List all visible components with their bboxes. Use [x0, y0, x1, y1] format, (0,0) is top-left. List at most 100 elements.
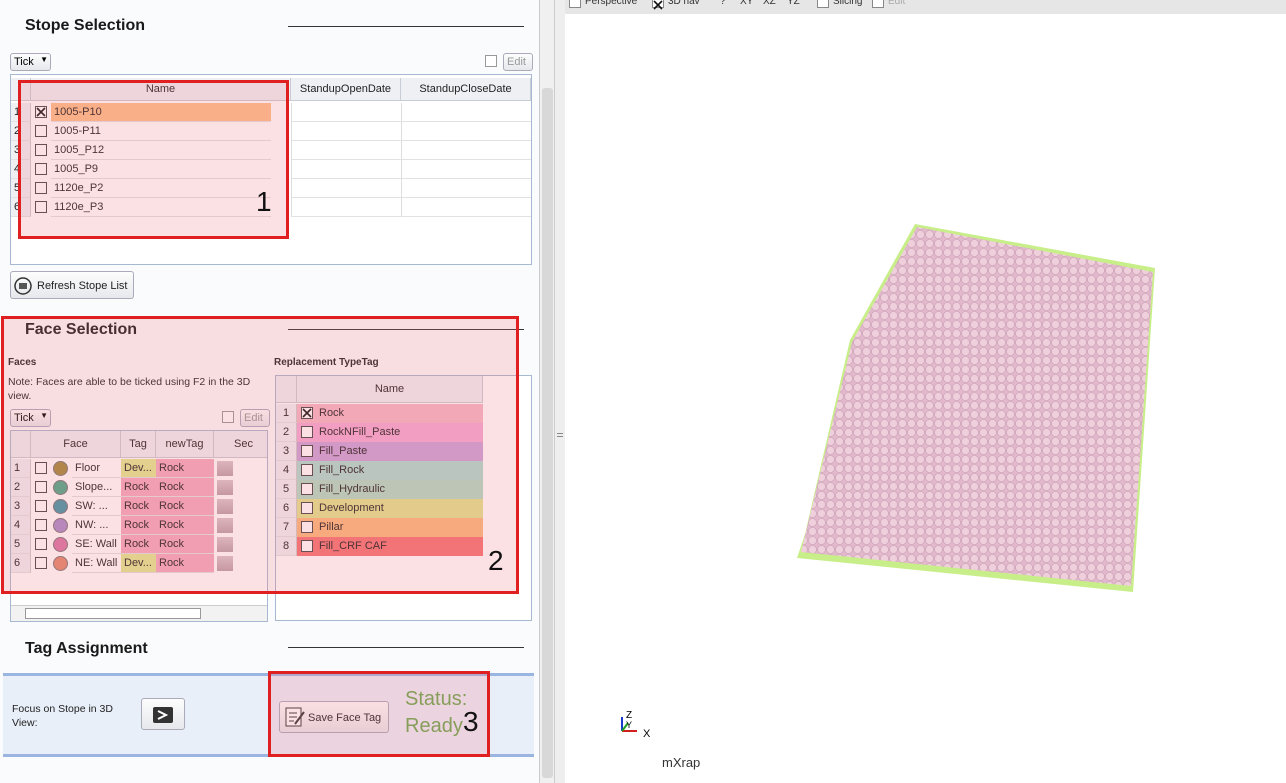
- open-date: [291, 198, 401, 217]
- scrollbar[interactable]: [540, 0, 555, 783]
- annotation-box: [1, 316, 519, 594]
- column-header[interactable]: newTag: [156, 431, 214, 458]
- checkbox[interactable]: [35, 481, 47, 493]
- save-button[interactable]: Save Face Tag: [279, 701, 389, 733]
- row-number: 3: [11, 497, 31, 516]
- toolbar-item[interactable]: ?: [720, 0, 726, 7]
- checkbox[interactable]: [35, 106, 47, 118]
- checkbox[interactable]: [35, 500, 47, 512]
- column-header[interactable]: StandupOpenDate: [291, 78, 401, 101]
- row-number: 6: [11, 198, 31, 217]
- face-name[interactable]: SE: Wall: [72, 535, 121, 554]
- tick-dropdown[interactable]: Tick ▼: [10, 409, 51, 427]
- stope-model[interactable]: [801, 227, 1153, 586]
- column-header[interactable]: Name: [297, 376, 483, 403]
- stope-name[interactable]: 1005-P10: [51, 103, 271, 122]
- toolbar-checkbox[interactable]: [817, 0, 829, 8]
- checkbox[interactable]: [301, 426, 313, 438]
- stope-name[interactable]: 1005_P9: [51, 160, 271, 179]
- status-label: Status:: [405, 688, 468, 710]
- tick-dropdown[interactable]: Tick ▼: [10, 53, 51, 71]
- checkbox[interactable]: [301, 521, 313, 533]
- checkbox[interactable]: [35, 144, 47, 156]
- swatch: [217, 461, 233, 476]
- edit-button[interactable]: Edit: [240, 409, 270, 427]
- column-header[interactable]: Tag: [121, 431, 156, 458]
- checkbox[interactable]: [35, 557, 47, 569]
- checkbox[interactable]: [301, 464, 313, 476]
- focus-icon: [153, 707, 173, 723]
- checkbox[interactable]: [35, 125, 47, 137]
- axis-triad: [621, 717, 637, 732]
- checkbox[interactable]: [301, 407, 313, 419]
- face-name[interactable]: SW: ...: [72, 497, 121, 516]
- checkbox[interactable]: [35, 163, 47, 175]
- stope-name[interactable]: 1120e_P3: [51, 198, 271, 217]
- checkbox[interactable]: [301, 502, 313, 514]
- refresh-label: Refresh Stope List: [37, 280, 128, 292]
- tag-name[interactable]: RockNFill_Paste: [319, 426, 401, 438]
- toolbar-item[interactable]: XY: [740, 0, 754, 7]
- edit-button[interactable]: Edit: [503, 53, 533, 71]
- edit-checkbox[interactable]: [485, 55, 497, 67]
- tag-name[interactable]: Fill_Hydraulic: [319, 483, 386, 495]
- face-name[interactable]: NE: Wall: [72, 554, 121, 573]
- section-title: Tag Assignment: [25, 640, 148, 657]
- edit-checkbox[interactable]: [222, 411, 234, 423]
- checkbox[interactable]: [301, 540, 313, 552]
- row-header: [11, 78, 31, 101]
- toolbar-item[interactable]: 3D nav: [668, 0, 700, 7]
- face-name[interactable]: Floor: [72, 459, 121, 478]
- tag-name[interactable]: Pillar: [319, 521, 344, 533]
- row-fill: [297, 537, 483, 556]
- toolbar-item[interactable]: Perspective: [585, 0, 638, 7]
- new-tag: Rock: [156, 459, 214, 478]
- toolbar-item[interactable]: Edit: [888, 0, 906, 7]
- checkbox[interactable]: [301, 445, 313, 457]
- axis-x: X: [643, 728, 651, 740]
- checkbox[interactable]: [35, 538, 47, 550]
- h-scroll-thumb[interactable]: [25, 608, 201, 619]
- column-header[interactable]: StandupCloseDate: [401, 78, 531, 101]
- toolbar-checkbox[interactable]: [652, 0, 664, 10]
- face-name[interactable]: Slope...: [72, 478, 121, 497]
- toolbar-item[interactable]: YZ: [787, 0, 800, 7]
- row-fill: [297, 423, 483, 442]
- tag-name[interactable]: Fill_Paste: [319, 445, 368, 457]
- open-date: [291, 122, 401, 141]
- faces-label: Faces: [8, 357, 37, 368]
- scroll-thumb[interactable]: [542, 88, 553, 778]
- row-number: 4: [11, 516, 31, 535]
- tick-label: Tick: [14, 56, 34, 68]
- checkbox[interactable]: [35, 201, 47, 213]
- checkbox[interactable]: [35, 182, 47, 194]
- checkbox[interactable]: [35, 519, 47, 531]
- checkbox[interactable]: [35, 462, 47, 474]
- toolbar-item[interactable]: Slicing: [833, 0, 863, 7]
- grip: [557, 436, 563, 437]
- tag-name[interactable]: Rock: [319, 407, 345, 419]
- section-title: Face Selection: [25, 321, 138, 338]
- splitter[interactable]: [555, 0, 565, 783]
- toolbar-checkbox[interactable]: [569, 0, 581, 8]
- close-date: [401, 179, 531, 198]
- row-fill: [297, 404, 483, 423]
- column-header[interactable]: Sec: [214, 431, 267, 458]
- row-number: 3: [276, 442, 297, 461]
- face-color: [53, 556, 68, 571]
- refresh-button[interactable]: Refresh Stope List: [10, 271, 134, 299]
- focus-button[interactable]: [141, 698, 185, 730]
- stope-name[interactable]: 1120e_P2: [51, 179, 271, 198]
- tag-name[interactable]: Fill_CRF CAF: [319, 540, 387, 552]
- column-header[interactable]: Face: [31, 431, 121, 458]
- stope-name[interactable]: 1005_P12: [51, 141, 271, 160]
- column-header[interactable]: Name: [31, 78, 291, 101]
- toolbar-checkbox[interactable]: [872, 0, 884, 8]
- stope-name[interactable]: 1005-P11: [51, 122, 271, 141]
- face-name[interactable]: NW: ...: [72, 516, 121, 535]
- tag-name[interactable]: Fill_Rock: [319, 464, 365, 476]
- toolbar-item[interactable]: XZ: [763, 0, 776, 7]
- tag-name[interactable]: Development: [319, 502, 384, 514]
- close-date: [401, 122, 531, 141]
- checkbox[interactable]: [301, 483, 313, 495]
